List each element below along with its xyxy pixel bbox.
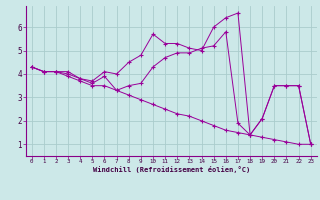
X-axis label: Windchill (Refroidissement éolien,°C): Windchill (Refroidissement éolien,°C) [92,166,250,173]
